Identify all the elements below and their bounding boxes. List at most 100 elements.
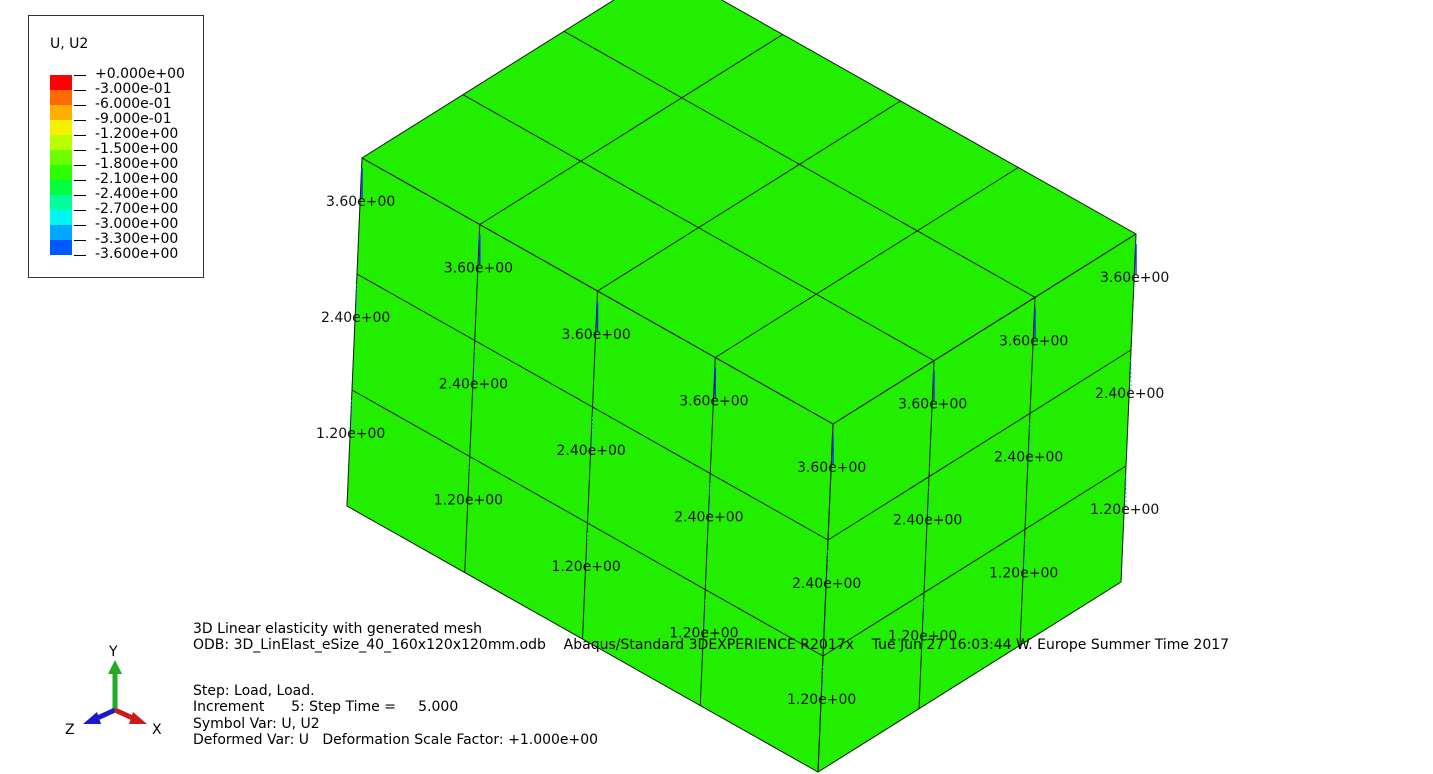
- mesh-edge: [361, 0, 615, 159]
- mesh-edge: [1120, 233, 1137, 583]
- node-label: 1.20e+00: [888, 629, 957, 645]
- node-label: 1.20e+00: [669, 626, 738, 642]
- legend-tick: [74, 75, 86, 76]
- mesh-edge: [1019, 297, 1036, 646]
- triad-z-label: Z: [65, 722, 75, 738]
- legend-swatch: [50, 240, 72, 255]
- legend-swatch: [50, 105, 72, 120]
- node-label: 2.40e+00: [557, 443, 626, 459]
- node-label: 1.20e+00: [1090, 502, 1159, 518]
- node-label: 3.60e+00: [999, 333, 1068, 349]
- displacement-symbols: [351, 168, 1137, 696]
- model-title: 3D Linear elasticity with generated mesh: [193, 621, 482, 637]
- legend-entry: -2.100e+00: [95, 171, 179, 187]
- legend-entry: -6.000e-01: [95, 96, 172, 112]
- legend-swatch: [50, 120, 72, 135]
- mesh-edge: [361, 157, 834, 425]
- legend-entry: -1.200e+00: [95, 126, 179, 142]
- node-label: 1.20e+00: [434, 493, 503, 509]
- legend-tick: [74, 255, 86, 256]
- node-label: 3.60e+00: [898, 397, 967, 413]
- legend-entry: -9.000e-01: [95, 111, 172, 127]
- mesh-edge: [699, 357, 716, 706]
- node-label: 1.20e+00: [787, 692, 856, 708]
- legend-tick: [74, 240, 86, 241]
- legend-entry: +0.000e+00: [95, 66, 185, 82]
- legend-title: U, U2: [50, 36, 89, 52]
- triad-x-label: X: [152, 722, 162, 738]
- legend-entry: -2.400e+00: [95, 186, 179, 202]
- triad-arrow: [108, 660, 122, 674]
- legend-entry: -1.500e+00: [95, 141, 179, 157]
- mesh-edge: [479, 34, 784, 225]
- odb-info: ODB: 3D_LinElast_eSize_40_160x120x120mm.…: [193, 637, 1230, 653]
- legend-tick: [74, 165, 86, 166]
- node-label: 2.40e+00: [439, 377, 508, 393]
- legend-tick: [74, 90, 86, 91]
- mesh-edge: [351, 389, 824, 657]
- legend-tick: [74, 225, 86, 226]
- node-label: 1.20e+00: [552, 559, 621, 575]
- mesh-edge: [346, 505, 819, 773]
- mesh-edge: [714, 167, 1019, 358]
- mesh-edge: [356, 273, 829, 541]
- legend-color-bar: [50, 75, 72, 255]
- legend-entry: -3.300e+00: [95, 231, 179, 247]
- legend-swatch: [50, 195, 72, 210]
- increment-info: Increment 5: Step Time = 5.000: [193, 699, 459, 715]
- legend-swatch: [50, 225, 72, 240]
- legend-tick: [74, 195, 86, 196]
- triad-arrow: [129, 712, 147, 724]
- mesh-edges: [346, 0, 1137, 773]
- node-label: 3.60e+00: [679, 394, 748, 410]
- legend-tick: [74, 180, 86, 181]
- triad-arrow: [83, 712, 101, 724]
- legend-entry: -3.600e+00: [95, 246, 179, 262]
- legend-tick: [74, 105, 86, 106]
- legend-entry: -1.800e+00: [95, 156, 179, 172]
- node-label: 3.60e+00: [326, 194, 395, 210]
- legend-labels: +0.000e+00 -3.000e-01 -6.000e-01 -9.000e-01…: [95, 67, 185, 262]
- deformed-var-info: Deformed Var: U Deformation Scale Factor…: [193, 732, 599, 748]
- legend-tick: [74, 150, 86, 151]
- node-label: 2.40e+00: [1095, 386, 1164, 402]
- step-info: Step: Load, Load.: [193, 683, 315, 699]
- contour-legend[interactable]: U, U2 +0.000e+00 -3.000e-01 -6.000e-01 -9.0…: [28, 15, 204, 278]
- node-label: 2.40e+00: [792, 576, 861, 592]
- node-label: 2.40e+00: [674, 510, 743, 526]
- mesh-edge: [822, 465, 1127, 657]
- mesh-edge: [817, 581, 1122, 773]
- legend-entry: -2.700e+00: [95, 201, 179, 217]
- mesh-edge: [597, 100, 901, 292]
- node-label: 3.60e+00: [444, 261, 513, 277]
- legend-swatch: [50, 210, 72, 225]
- symbol-var-info: Symbol Var: U, U2: [193, 716, 320, 732]
- mesh-edge: [346, 157, 363, 507]
- legend-swatch: [50, 150, 72, 165]
- legend-entry: -3.000e+00: [95, 216, 179, 232]
- node-label: 3.60e+00: [1100, 270, 1169, 286]
- legend-swatch: [50, 165, 72, 180]
- legend-swatch: [50, 90, 72, 105]
- legend-swatch: [50, 75, 72, 90]
- legend-swatch: [50, 180, 72, 195]
- node-labels: 3.60e+00 3.60e+00 3.60e+00 3.60e+00 3.60e+00…: [316, 194, 1169, 708]
- legend-tick: [74, 120, 86, 121]
- node-label: 2.40e+00: [994, 449, 1063, 465]
- mesh-edge: [832, 233, 1137, 425]
- mesh-edge: [918, 360, 935, 709]
- node-label: 3.60e+00: [562, 327, 631, 343]
- axis-triad: Y Z X: [65, 644, 162, 738]
- legend-swatch: [50, 135, 72, 150]
- mesh-edge: [582, 290, 598, 640]
- node-label: 1.20e+00: [989, 565, 1058, 581]
- legend-tick: [74, 135, 86, 136]
- legend-entry: -3.000e-01: [95, 81, 172, 97]
- mesh-edge: [817, 423, 834, 773]
- node-label: 1.20e+00: [316, 426, 385, 442]
- node-label: 3.60e+00: [797, 460, 866, 476]
- mesh-edge: [464, 224, 481, 573]
- node-label: 2.40e+00: [893, 513, 962, 529]
- mesh-edge: [827, 349, 1132, 541]
